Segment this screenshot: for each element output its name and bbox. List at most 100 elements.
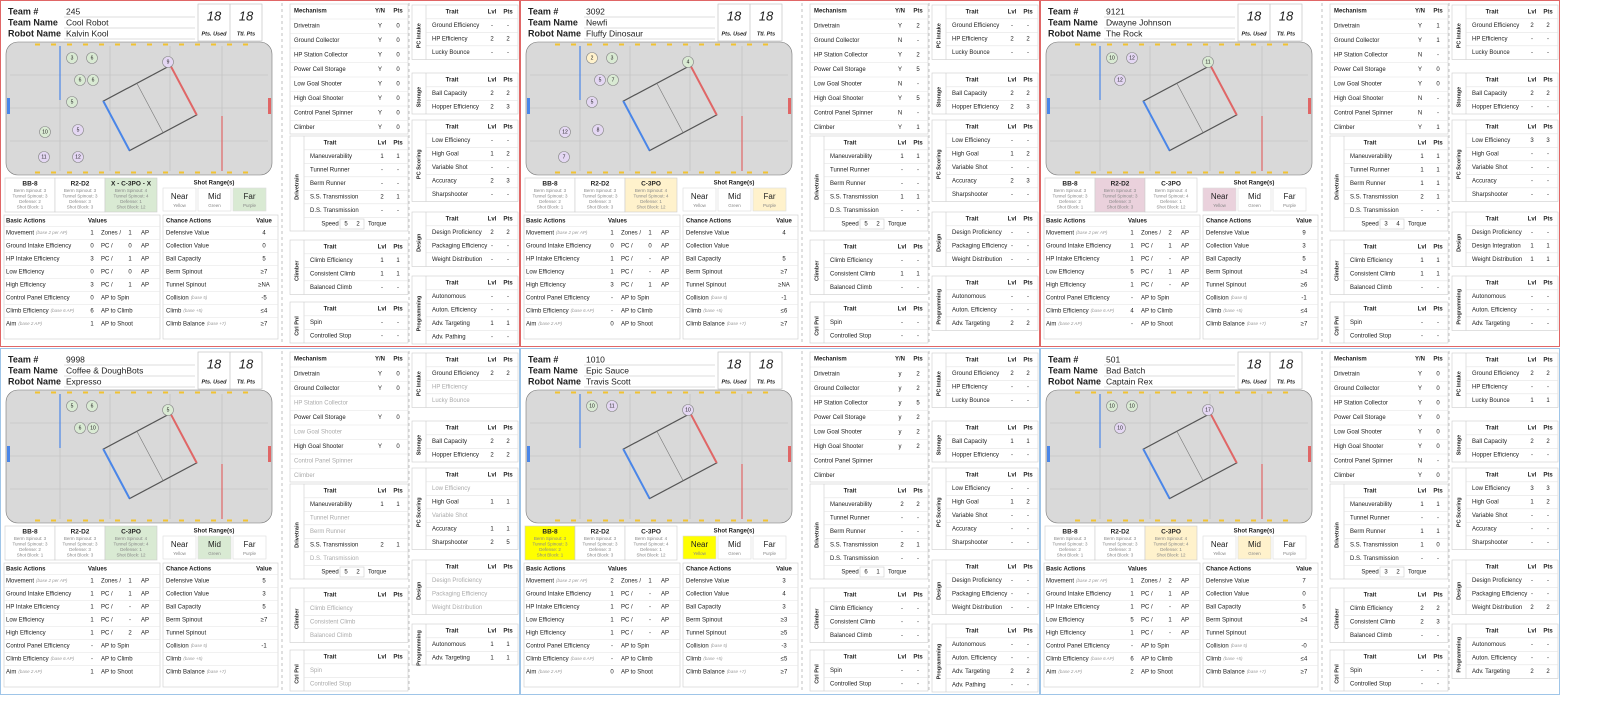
chance-action: Climb Balance xyxy=(686,322,725,328)
trait-lvl: 2 xyxy=(1010,371,1014,377)
card-border xyxy=(1040,348,1560,695)
shot-range-name: Far xyxy=(244,192,256,201)
basic-value: 5 xyxy=(1130,270,1134,276)
basic-unit: PC / xyxy=(621,618,633,624)
basic-action: Climb Efficiency xyxy=(526,309,569,315)
field-robot-label: 17 xyxy=(1205,408,1211,414)
trait: S.S. Transmission xyxy=(830,543,878,549)
rule xyxy=(656,83,684,133)
header-value: 501 xyxy=(1106,354,1120,364)
trait-lvl: - xyxy=(491,244,493,250)
trait: HP Efficiency xyxy=(952,385,987,391)
trait-pts: - xyxy=(1027,23,1029,29)
trait-table xyxy=(411,623,519,666)
trait: Maneuverability xyxy=(1350,154,1392,160)
mechanism-heading: Mechanism xyxy=(294,9,327,15)
shot-range-name: Mid xyxy=(728,540,741,549)
field-marker xyxy=(1171,391,1176,394)
torque-label: Torque xyxy=(368,570,387,576)
section-name: Drivetrain xyxy=(1334,522,1340,548)
mechanism-yn: y xyxy=(899,444,902,450)
trait-heading: Trait xyxy=(966,78,979,84)
trait-heading: Trait xyxy=(966,125,979,131)
trait-pts: - xyxy=(1437,208,1439,214)
field-robot xyxy=(72,124,84,136)
trait-pts: - xyxy=(1027,656,1029,662)
mechanism-pts: 0 xyxy=(396,82,400,88)
field-marker xyxy=(1203,391,1208,394)
mechanism-table xyxy=(809,3,929,135)
field-marker xyxy=(619,391,624,394)
field-marker xyxy=(715,171,720,174)
basic-value: 2 xyxy=(610,579,614,585)
mechanism: HP Station Collector xyxy=(1334,401,1388,407)
trait-heading: Trait xyxy=(1486,629,1499,635)
trait-lvl: - xyxy=(901,529,903,535)
trait: Controlled Stop xyxy=(310,682,352,688)
basic-heading: Basic Actions xyxy=(526,219,566,225)
trait-lvl: - xyxy=(1531,592,1533,598)
total-points: 18 xyxy=(759,356,774,371)
trait-lvl: - xyxy=(1011,294,1013,300)
droid-name: BB-8 xyxy=(542,181,558,188)
speed-box xyxy=(859,566,885,578)
field-marker xyxy=(51,43,56,46)
field-marker xyxy=(83,43,88,46)
field-marker xyxy=(35,43,40,46)
chance-action: Ball Capacity xyxy=(1206,605,1241,611)
trait-pts: - xyxy=(917,620,919,626)
droid-stat: Defense: 1 xyxy=(640,199,662,204)
basic-table xyxy=(523,562,681,688)
field-marker xyxy=(635,519,640,522)
mechanism: High Goal Shooter xyxy=(294,444,343,450)
trait: Auton. Efficiency xyxy=(952,656,997,662)
droid-box xyxy=(574,177,626,213)
trait-heading: Trait xyxy=(966,473,979,479)
trait-pts: - xyxy=(507,335,509,341)
mechanism: Control Panel Spinner xyxy=(294,111,353,117)
chance-value: 5 xyxy=(262,605,266,611)
basic-value: 1 xyxy=(610,631,614,637)
droid-box xyxy=(1144,177,1198,213)
lvl-heading: Lvl xyxy=(1008,217,1017,223)
shot-range-box xyxy=(232,535,267,560)
field-robot-label: 10 xyxy=(685,408,691,414)
trait: Ball Capacity xyxy=(1472,439,1507,445)
trait-lvl: - xyxy=(1531,230,1533,236)
mechanism: Ground Collector xyxy=(814,386,859,392)
field-robot xyxy=(606,52,618,64)
droid-stat: Shot Block: 1 xyxy=(537,553,564,558)
mechanism: Low Goal Shooter xyxy=(814,82,862,88)
field-robot xyxy=(682,404,694,416)
droid-stat: Defense: 1 xyxy=(1160,199,1182,204)
trait: Sharpshooter xyxy=(1472,540,1508,546)
trait: HP Efficiency xyxy=(1472,385,1507,391)
pts-heading: Pts xyxy=(1433,245,1443,251)
chance-action: Defensive Value xyxy=(166,579,210,585)
field-robot xyxy=(86,400,98,412)
trait: Adv. Targeting xyxy=(952,669,990,675)
shot-range-name: Mid xyxy=(208,192,221,201)
points-used-label: Pts. Used xyxy=(721,31,747,37)
basic-unit: AP xyxy=(1181,605,1189,611)
trait-lvl: - xyxy=(1421,285,1423,291)
droid-stat: Berm Spinout: 4 xyxy=(1155,188,1188,193)
section-name: Design xyxy=(936,581,942,600)
basic-unit: AP xyxy=(141,592,149,598)
pts-heading: Pts xyxy=(393,489,403,495)
trait-heading: Trait xyxy=(1486,10,1499,16)
lvl-heading: Lvl xyxy=(1528,125,1537,131)
trait: High Goal xyxy=(432,500,459,506)
field-marker xyxy=(603,171,608,174)
trait: Tunnel Runner xyxy=(1350,168,1389,174)
trait-pts: - xyxy=(1547,230,1549,236)
trait: Balanced Climb xyxy=(830,633,873,639)
chance-value: 5 xyxy=(262,579,266,585)
section-name: PC Intake xyxy=(1456,23,1462,48)
chance-action: Tunnel Spinout xyxy=(686,631,726,637)
shot-range-name: Far xyxy=(764,192,776,201)
trait-lvl: 2 xyxy=(1420,195,1424,201)
field-marker xyxy=(1203,171,1208,174)
trait-lvl: - xyxy=(1531,152,1533,158)
field-robot xyxy=(1114,422,1126,434)
